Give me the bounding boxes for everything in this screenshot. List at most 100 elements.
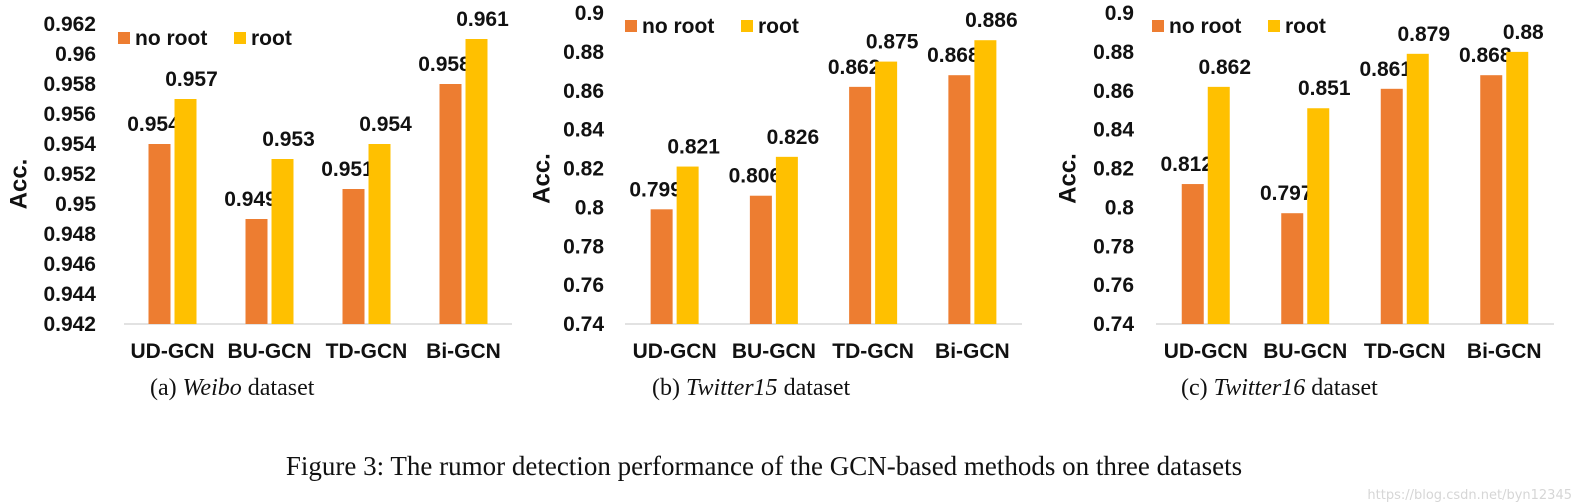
bar-no-root bbox=[245, 219, 268, 324]
x-tick-label: BU-GCN bbox=[1263, 340, 1347, 363]
subfigure-caption-dataset-name: Twitter15 bbox=[686, 375, 778, 401]
data-label: 0.951 bbox=[321, 158, 374, 181]
y-tick-label: 0.948 bbox=[43, 223, 96, 246]
bar-root bbox=[465, 39, 488, 324]
y-tick-label: 0.76 bbox=[1093, 274, 1134, 297]
y-tick-label: 0.962 bbox=[43, 13, 96, 36]
bar-root bbox=[174, 99, 197, 324]
legend-label: no root bbox=[642, 15, 714, 38]
data-label: 0.806 bbox=[729, 165, 782, 188]
bar-no-root bbox=[1380, 88, 1403, 325]
y-tick-label: 0.942 bbox=[43, 313, 96, 336]
y-tick-label: 0.84 bbox=[1093, 119, 1134, 142]
y-tick-label: 0.78 bbox=[563, 235, 604, 258]
legend-swatch bbox=[234, 32, 246, 44]
y-tick-label: 0.82 bbox=[563, 158, 604, 181]
bar-no-root bbox=[650, 209, 673, 324]
subfigure-caption-suffix: dataset bbox=[242, 375, 315, 401]
y-tick-label: 0.84 bbox=[563, 119, 604, 142]
y-tick-label: 0.76 bbox=[563, 274, 604, 297]
x-tick-label: Bi-GCN bbox=[935, 340, 1010, 363]
y-tick-label: 0.96 bbox=[55, 43, 96, 66]
data-label: 0.868 bbox=[1459, 44, 1512, 67]
bar-no-root bbox=[148, 144, 171, 324]
chart-weibo: 0.942 0.944 0.946 0.948 0.95 0.952 0.954 0.956 0… bbox=[5, 8, 512, 401]
bar-root bbox=[1406, 53, 1429, 324]
data-label: 0.826 bbox=[767, 126, 820, 149]
bar-root bbox=[1506, 51, 1529, 324]
data-label: 0.958 bbox=[418, 53, 471, 76]
subfigure-caption: (c) Twitter16 dataset bbox=[1181, 375, 1378, 401]
subfigure-caption-dataset-name: Twitter16 bbox=[1214, 375, 1306, 401]
data-label: 0.868 bbox=[927, 44, 980, 67]
y-tick-label: 0.86 bbox=[563, 80, 604, 103]
bar-root bbox=[974, 40, 997, 325]
data-label: 0.88 bbox=[1503, 21, 1544, 44]
y-tick-label: 0.78 bbox=[1093, 235, 1134, 258]
data-label: 0.812 bbox=[1160, 153, 1213, 176]
x-tick-label: BU-GCN bbox=[732, 340, 816, 363]
bar-no-root bbox=[1181, 184, 1204, 324]
legend-label: root bbox=[758, 15, 799, 38]
chart-twitter16: 0.74 0.76 0.78 0.8 0.82 0.84 0.86 0.88 0.9 Acc. 0.… bbox=[1054, 2, 1554, 401]
bar-no-root bbox=[342, 189, 365, 324]
subfigure-caption-suffix: dataset bbox=[778, 375, 851, 401]
y-tick-label: 0.9 bbox=[575, 2, 604, 25]
bar-root bbox=[875, 61, 898, 324]
y-tick-label: 0.74 bbox=[1093, 313, 1134, 336]
y-axis-label: Acc. bbox=[528, 153, 555, 204]
y-tick-label: 0.944 bbox=[43, 283, 96, 306]
data-label: 0.957 bbox=[165, 68, 218, 91]
data-label: 0.851 bbox=[1298, 77, 1351, 100]
data-label: 0.861 bbox=[1359, 58, 1412, 81]
y-tick-label: 0.74 bbox=[563, 313, 604, 336]
legend-label: root bbox=[1285, 15, 1326, 38]
data-label: 0.875 bbox=[866, 31, 919, 54]
bar-no-root bbox=[439, 84, 462, 324]
y-tick-label: 0.88 bbox=[563, 41, 604, 64]
y-axis-label: Acc. bbox=[5, 159, 32, 210]
chart-twitter15: 0.74 0.76 0.78 0.8 0.82 0.84 0.86 0.88 0.9 Acc. 0.… bbox=[528, 2, 1022, 401]
data-label: 0.821 bbox=[667, 136, 720, 159]
legend-swatch bbox=[118, 32, 130, 44]
bar-root bbox=[1207, 86, 1230, 324]
x-tick-label: Bi-GCN bbox=[1467, 340, 1542, 363]
subfigure-caption-prefix: (b) bbox=[652, 375, 686, 401]
x-tick-label: TD-GCN bbox=[326, 340, 408, 363]
bar-root bbox=[271, 159, 294, 324]
y-tick-label: 0.9 bbox=[1105, 2, 1134, 25]
bar-no-root bbox=[948, 75, 971, 324]
legend-label: no root bbox=[1169, 15, 1241, 38]
data-label: 0.797 bbox=[1260, 182, 1313, 205]
bar-root bbox=[775, 156, 798, 324]
subfigure-caption: (a) Weibo dataset bbox=[150, 375, 315, 401]
data-label: 0.954 bbox=[127, 113, 180, 136]
x-tick-label: UD-GCN bbox=[633, 340, 717, 363]
legend-swatch bbox=[741, 20, 753, 32]
legend-label: root bbox=[251, 27, 292, 50]
legend-label: no root bbox=[135, 27, 207, 50]
bar-root bbox=[368, 144, 391, 324]
subfigure-caption-prefix: (a) bbox=[150, 375, 183, 401]
subfigure-caption-dataset-name: Weibo bbox=[183, 375, 242, 401]
y-tick-label: 0.95 bbox=[55, 193, 96, 216]
y-tick-label: 0.8 bbox=[575, 196, 605, 219]
y-tick-label: 0.88 bbox=[1093, 41, 1134, 64]
figure-caption: Figure 3: The rumor detection performanc… bbox=[286, 451, 1242, 481]
subfigure-caption-prefix: (c) bbox=[1181, 375, 1214, 401]
subfigure-caption: (b) Twitter15 dataset bbox=[652, 375, 851, 401]
subfigure-caption-suffix: dataset bbox=[1305, 375, 1378, 401]
y-tick-label: 0.952 bbox=[43, 163, 96, 186]
data-label: 0.949 bbox=[224, 188, 277, 211]
bar-no-root bbox=[749, 195, 772, 324]
bar-no-root bbox=[849, 86, 872, 324]
x-tick-label: UD-GCN bbox=[131, 340, 215, 363]
y-tick-label: 0.86 bbox=[1093, 80, 1134, 103]
bar-root bbox=[676, 166, 699, 324]
data-label: 0.886 bbox=[965, 9, 1018, 32]
x-tick-label: TD-GCN bbox=[1364, 340, 1446, 363]
x-tick-label: TD-GCN bbox=[832, 340, 914, 363]
data-label: 0.879 bbox=[1397, 23, 1450, 46]
legend-swatch bbox=[625, 20, 637, 32]
